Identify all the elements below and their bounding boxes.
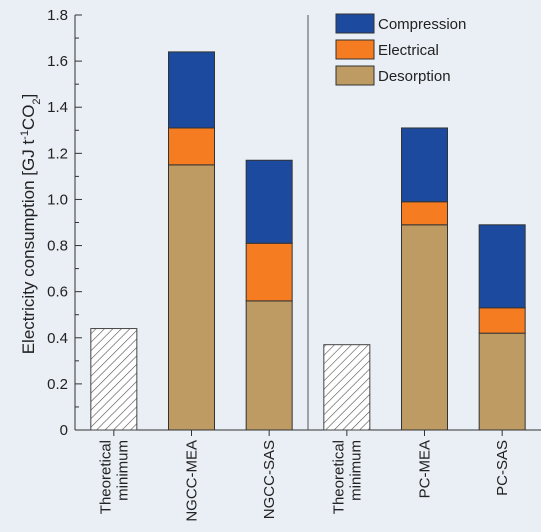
x-tick-label: Theoreticalminimum [330, 440, 364, 514]
x-tick-label: NGCC-MEA [184, 440, 201, 522]
bar-segment-electrical [401, 201, 448, 226]
bar-segment-electrical [478, 307, 526, 334]
y-tick-label: 0.6 [47, 284, 68, 301]
y-tick-label: 1.8 [47, 7, 68, 24]
legend-swatch-compression [335, 13, 375, 34]
bar-theoretical-minimum [323, 344, 371, 431]
x-tick-label: PC-SAS [494, 440, 511, 496]
bar-segment-compression [168, 51, 215, 129]
bar-segment-desorption [401, 224, 448, 431]
legend-label-desorption: Desorption [378, 68, 451, 85]
bar-segment-electrical [245, 242, 293, 302]
bar-segment-compression [245, 159, 293, 244]
x-tick-label: NGCC-SAS [261, 440, 278, 519]
y-axis-label: Electricity consumption [GJ t-1CO2] [19, 94, 43, 355]
plot-area: 0 0.2 0.4 0.6 0.8 1.0 1.2 1.4 1.6 1.8 Theoreticalm… [47, 7, 541, 522]
legend-label-compression: Compression [378, 16, 466, 33]
y-tick-label: 1.4 [47, 99, 68, 116]
y-tick-label: 1.6 [47, 53, 68, 70]
legend-swatch-electrical [335, 39, 375, 60]
legend-label-electrical: Electrical [378, 42, 439, 59]
bar-segment-desorption [478, 332, 526, 431]
y-tick-label: 0.2 [47, 376, 68, 393]
x-tick-label: PC-MEA [417, 440, 434, 498]
y-tick-label: 1.0 [47, 191, 68, 208]
y-tick-label: 0.4 [47, 330, 68, 347]
y-tick-label: 1.2 [47, 145, 68, 162]
x-tick-label: Theoreticalminimum [97, 440, 131, 514]
y-tick-label: 0.8 [47, 238, 68, 255]
bar-segment-compression [478, 224, 526, 309]
legend-swatch-desorption [335, 65, 375, 86]
bar-segment-electrical [168, 127, 215, 166]
bar-theoretical-minimum [90, 328, 138, 431]
y-tick-label: 0 [60, 422, 68, 439]
bar-segment-desorption [168, 164, 215, 431]
bar-segment-compression [401, 127, 448, 203]
bar-segment-desorption [245, 300, 293, 431]
